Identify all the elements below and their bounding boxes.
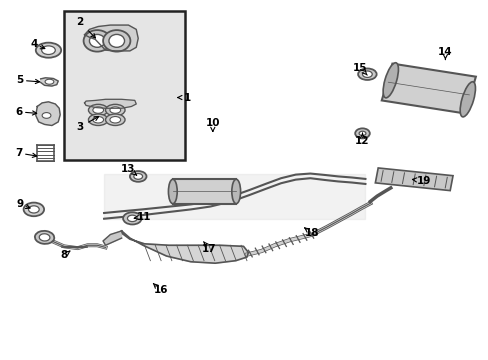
- Ellipse shape: [110, 107, 121, 113]
- Polygon shape: [375, 168, 452, 190]
- Ellipse shape: [127, 215, 137, 222]
- Ellipse shape: [36, 42, 61, 58]
- Ellipse shape: [358, 131, 365, 135]
- Text: 15: 15: [352, 63, 367, 75]
- Ellipse shape: [88, 114, 108, 126]
- Ellipse shape: [93, 107, 103, 113]
- Text: 16: 16: [153, 283, 167, 296]
- Ellipse shape: [88, 104, 108, 116]
- Polygon shape: [122, 231, 248, 263]
- Text: 5: 5: [17, 75, 40, 85]
- Ellipse shape: [39, 234, 50, 241]
- Text: 11: 11: [134, 212, 151, 221]
- Ellipse shape: [23, 203, 44, 216]
- Ellipse shape: [105, 114, 125, 126]
- Polygon shape: [84, 99, 136, 108]
- Ellipse shape: [130, 171, 146, 182]
- Text: 18: 18: [304, 228, 318, 238]
- Ellipse shape: [459, 82, 474, 117]
- Ellipse shape: [110, 117, 121, 123]
- Ellipse shape: [357, 68, 376, 80]
- Text: 7: 7: [16, 148, 37, 158]
- Ellipse shape: [105, 104, 125, 116]
- Polygon shape: [103, 231, 122, 245]
- Text: 1: 1: [177, 93, 190, 103]
- Ellipse shape: [45, 79, 54, 84]
- Ellipse shape: [89, 35, 105, 47]
- Text: 6: 6: [16, 107, 37, 117]
- Bar: [64, 12, 184, 160]
- Text: 13: 13: [121, 163, 137, 175]
- Text: 12: 12: [354, 133, 369, 146]
- Ellipse shape: [83, 30, 111, 51]
- Ellipse shape: [103, 30, 130, 51]
- Ellipse shape: [35, 231, 54, 244]
- Text: 17: 17: [202, 242, 216, 254]
- Ellipse shape: [362, 71, 371, 77]
- Text: 10: 10: [205, 118, 220, 131]
- Text: 19: 19: [412, 176, 430, 186]
- Polygon shape: [41, 78, 58, 86]
- Polygon shape: [172, 179, 236, 204]
- Polygon shape: [381, 64, 475, 113]
- Text: 4: 4: [30, 39, 45, 49]
- Ellipse shape: [41, 46, 55, 54]
- Text: 8: 8: [61, 250, 70, 260]
- Ellipse shape: [93, 117, 103, 123]
- Text: 9: 9: [17, 199, 30, 210]
- Ellipse shape: [123, 212, 142, 225]
- Ellipse shape: [42, 113, 51, 118]
- Ellipse shape: [168, 179, 177, 204]
- Text: 3: 3: [76, 117, 99, 132]
- Polygon shape: [36, 102, 60, 126]
- Ellipse shape: [354, 129, 369, 138]
- Text: 14: 14: [437, 46, 452, 59]
- Ellipse shape: [28, 206, 39, 213]
- Polygon shape: [84, 25, 138, 51]
- Text: 2: 2: [77, 17, 95, 38]
- Ellipse shape: [383, 63, 398, 98]
- Ellipse shape: [231, 179, 240, 204]
- Ellipse shape: [109, 35, 124, 47]
- Ellipse shape: [134, 174, 142, 179]
